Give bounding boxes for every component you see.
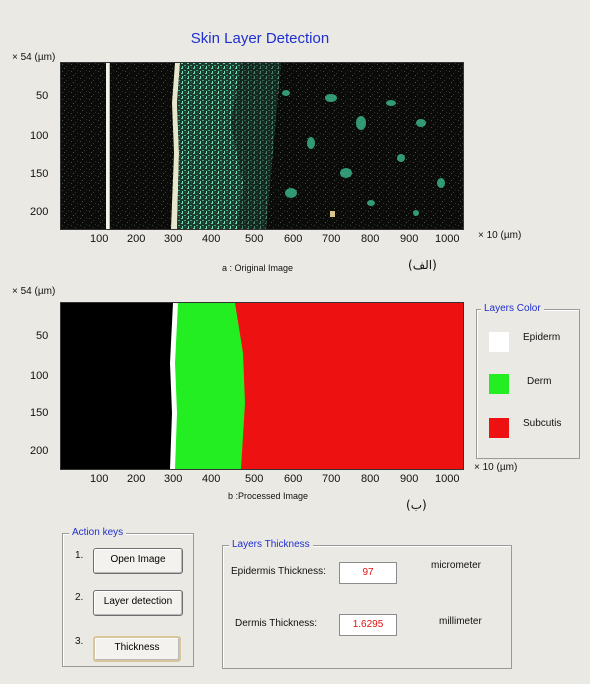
plot-b-ytick: 50	[36, 330, 49, 342]
step-number: 1.	[75, 550, 84, 561]
dermis-thickness-field[interactable]: 1.6295	[339, 614, 397, 636]
plot-a-ytick: 150	[30, 168, 49, 180]
layers-thickness-panel: Layers Thickness Epidermis Thickness: 97…	[222, 539, 512, 669]
plot-b-xtick: 500	[245, 473, 264, 485]
plot-b-arabic-label: (ب)	[406, 498, 427, 512]
processed-layer-image	[61, 303, 463, 469]
plot-b-xtick: 1000	[435, 473, 460, 485]
layers-thickness-title: Layers Thickness	[229, 539, 313, 550]
epidermis-thickness-field[interactable]: 97	[339, 562, 397, 584]
dermis-unit: millimeter	[439, 616, 482, 627]
plot-a-caption: a : Original Image	[222, 263, 294, 273]
plot-a-arabic-label: (الف)	[408, 258, 437, 272]
plot-a-xtick: 500	[245, 233, 264, 245]
epidermis-unit: micrometer	[431, 560, 482, 571]
action-keys-title: Action keys	[69, 527, 127, 538]
plot-b-xtick: 600	[284, 473, 303, 485]
plot-b-xtick: 100	[90, 473, 109, 485]
plot-a-xtick: 100	[90, 233, 109, 245]
plot-b-xtick: 400	[202, 473, 221, 485]
epidermis-thickness-label: Epidermis Thickness:	[231, 566, 326, 577]
action-keys-panel: Action keys 1. Open Image 2. Layer detec…	[62, 527, 194, 667]
epiderm-label: Epiderm	[523, 332, 561, 343]
plot-b-xtick: 200	[127, 473, 146, 485]
subcutis-label: Subcutis	[523, 418, 562, 429]
plot-b-caption: b :Processed Image	[228, 491, 309, 501]
plot-b-xtick: 800	[361, 473, 380, 485]
plot-b-processed-image	[60, 302, 464, 470]
layers-color-title: Layers Color	[481, 303, 544, 314]
plot-a-ytick: 100	[30, 130, 49, 142]
plot-b-ytick: 100	[30, 370, 49, 382]
plot-b-ytick: 200	[30, 445, 49, 457]
thickness-button[interactable]: Thickness	[93, 636, 181, 662]
plot-a-ytick: 50	[36, 90, 49, 102]
plot-a-xtick: 800	[361, 233, 380, 245]
plot-a-xtick: 700	[322, 233, 341, 245]
dermis-thickness-label: Dermis Thickness:	[235, 618, 318, 629]
layer-detection-button[interactable]: Layer detection	[93, 590, 183, 616]
plot-a-y-unit: × 54 (µm)	[12, 52, 56, 63]
derm-label: Derm	[527, 376, 552, 387]
plot-b-xtick: 700	[322, 473, 341, 485]
plot-a-xtick: 600	[284, 233, 303, 245]
window-title: Skin Layer Detection	[190, 30, 330, 47]
plot-b-y-unit: × 54 (µm)	[12, 286, 56, 297]
plot-b-x-ticks: 100 200 300 400 500 600 700 800 900 1000	[0, 473, 590, 487]
layers-color-panel: Layers Color Epiderm Derm Subcutis	[476, 303, 580, 459]
plot-a-original-image	[60, 62, 464, 230]
plot-a-xtick: 900	[400, 233, 419, 245]
open-image-button[interactable]: Open Image	[93, 548, 183, 574]
plot-b-x-unit: × 10 (µm)	[474, 462, 518, 473]
plot-a-x-unit: × 10 (µm)	[478, 230, 522, 241]
plot-a-xtick: 400	[202, 233, 221, 245]
epiderm-swatch	[489, 332, 509, 352]
plot-a-ytick: 200	[30, 206, 49, 218]
plot-b-xtick: 300	[164, 473, 183, 485]
original-oct-image	[61, 63, 463, 229]
step-number: 3.	[75, 636, 84, 647]
plot-b-xtick: 900	[400, 473, 419, 485]
plot-a-xtick: 1000	[435, 233, 460, 245]
plot-b-ytick: 150	[30, 407, 49, 419]
plot-a-xtick: 200	[127, 233, 146, 245]
plot-a-x-ticks: 100 200 300 400 500 600 700 800 900 1000	[0, 233, 590, 247]
plot-a-xtick: 300	[164, 233, 183, 245]
step-number: 2.	[75, 592, 84, 603]
derm-swatch	[489, 374, 509, 394]
subcutis-swatch	[489, 418, 509, 438]
